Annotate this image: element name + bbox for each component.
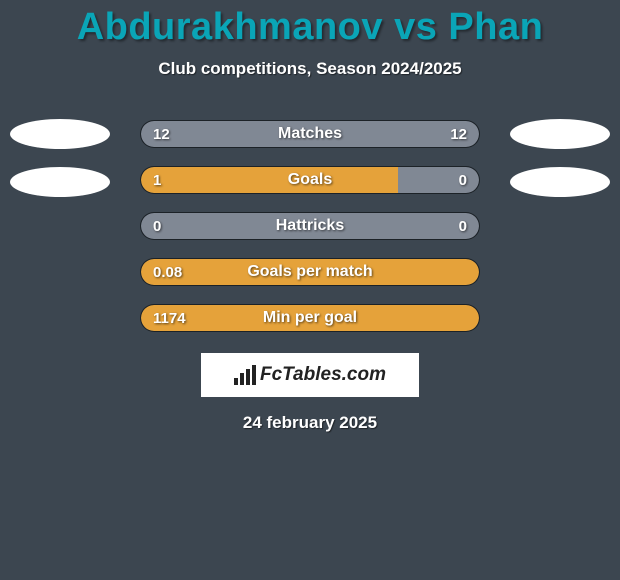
bar-value-left: 0.08 — [153, 259, 182, 285]
bar-label: Hattricks — [141, 213, 479, 239]
bar-value-right: 12 — [450, 121, 467, 147]
bar-label: Goals per match — [141, 259, 479, 285]
bar-label: Goals — [141, 167, 479, 193]
bar-track: Goals per match0.08 — [140, 258, 480, 286]
bar-value-left: 0 — [153, 213, 161, 239]
player-right-marker — [510, 119, 610, 149]
player-right-marker — [510, 167, 610, 197]
chart-bars-icon — [234, 365, 256, 385]
bar-value-right: 0 — [459, 213, 467, 239]
stat-row: Min per goal1174 — [0, 295, 620, 341]
stat-row: Goals per match0.08 — [0, 249, 620, 295]
stats-container: Matches1212Goals10Hattricks00Goals per m… — [0, 111, 620, 341]
date: 24 february 2025 — [0, 413, 620, 433]
logo-box: FcTables.com — [201, 353, 419, 397]
page-title: Abdurakhmanov vs Phan — [0, 0, 620, 49]
player-left-marker — [10, 119, 110, 149]
logo-text: FcTables.com — [260, 364, 386, 386]
bar-track: Min per goal1174 — [140, 304, 480, 332]
player-left-marker — [10, 167, 110, 197]
bar-label: Min per goal — [141, 305, 479, 331]
bar-track: Hattricks0 0 — [140, 212, 480, 240]
bar-track: Matches12 12 — [140, 120, 480, 148]
logo: FcTables.com — [234, 364, 386, 386]
subtitle: Club competitions, Season 2024/2025 — [0, 59, 620, 79]
bar-label: Matches — [141, 121, 479, 147]
bar-value-left: 1174 — [153, 305, 186, 331]
stat-row: Matches12 12 — [0, 111, 620, 157]
bar-value-left: 1 — [153, 167, 161, 193]
bar-value-left: 12 — [153, 121, 170, 147]
bar-value-right: 0 — [459, 167, 467, 193]
stat-row: Goals1 0 — [0, 157, 620, 203]
bar-track: Goals1 0 — [140, 166, 480, 194]
stat-row: Hattricks0 0 — [0, 203, 620, 249]
